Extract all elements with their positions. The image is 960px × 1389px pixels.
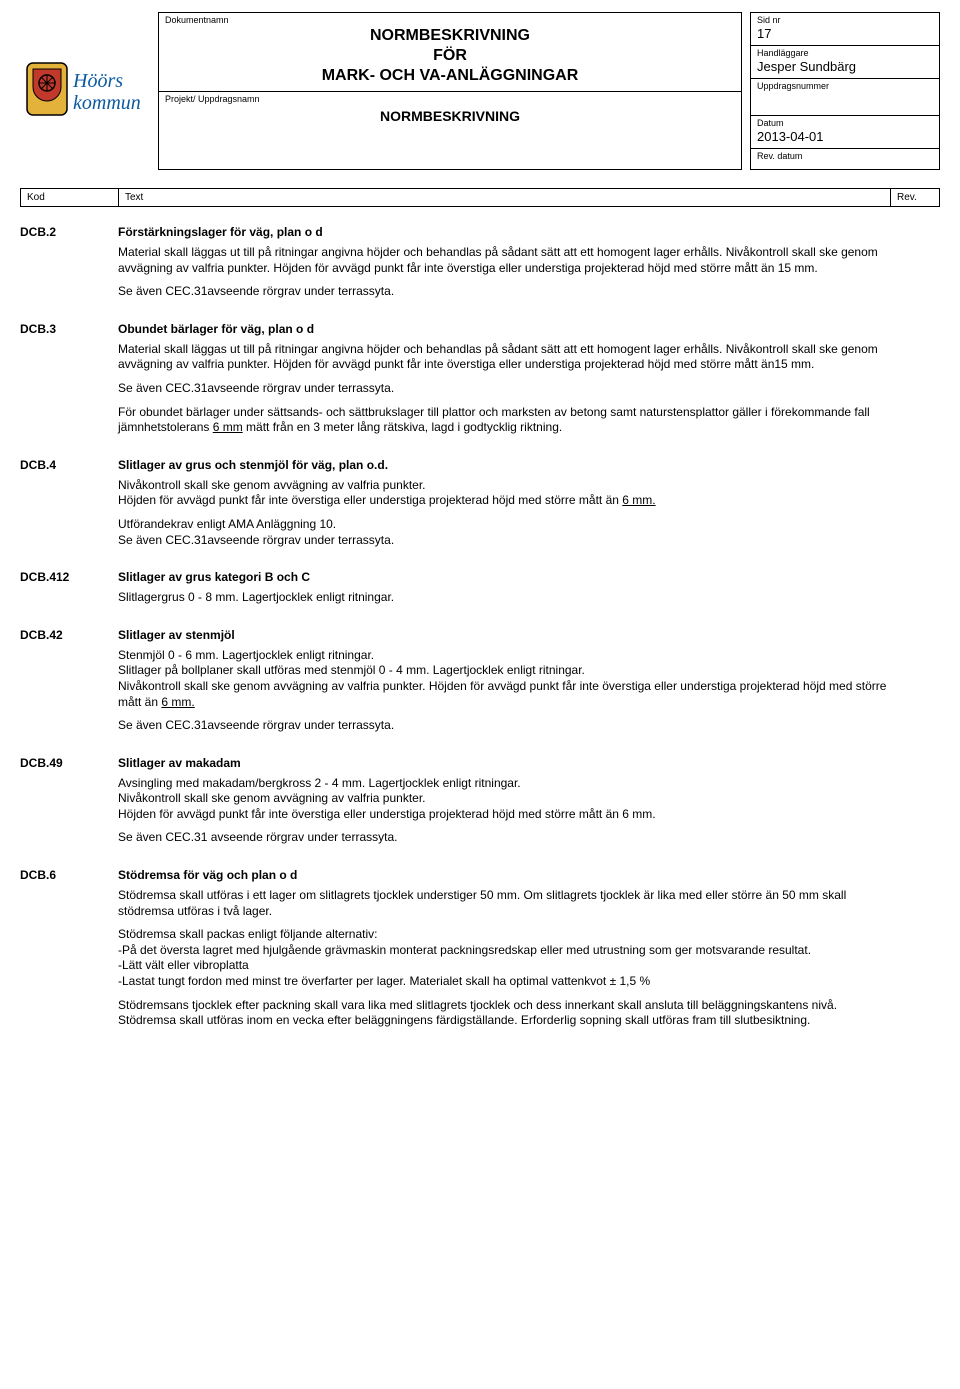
- header-center: Dokumentnamn NORMBESKRIVNING FÖR MARK- O…: [158, 12, 742, 170]
- col-rev: Rev.: [891, 189, 939, 206]
- dcb6-p1: Stödremsa skall utföras i ett lager om s…: [118, 888, 892, 919]
- sidnr-cell: Sid nr 17: [750, 12, 940, 46]
- logo-text-bottom: kommun: [73, 92, 141, 114]
- dcb2-p1: Material skall läggas ut till på ritning…: [118, 245, 892, 276]
- dcb6-p2: Stödremsa skall packas enligt följande a…: [118, 927, 892, 943]
- sidnr-label: Sid nr: [757, 15, 933, 25]
- entry-dcb6: DCB.6 Stödremsa för väg och plan o d Stö…: [20, 868, 940, 1037]
- kod-dcb6: DCB.6: [20, 868, 118, 1037]
- uppdragsnummer-label: Uppdragsnummer: [757, 81, 933, 91]
- hoors-kommun-logo-icon: Höörs kommun: [25, 59, 145, 123]
- header-right: Sid nr 17 Handläggare Jesper Sundbärg Up…: [750, 12, 940, 170]
- subtitle: NORMBESKRIVNING: [165, 108, 735, 124]
- entry-dcb3: DCB.3 Obundet bärlager för väg, plan o d…: [20, 322, 940, 444]
- dcb3-p3b: mätt från en 3 meter lång rätskiva, lagd…: [243, 420, 562, 434]
- dcb6-p4: -Lätt vält eller vibroplatta: [118, 958, 892, 974]
- datum-cell: Datum 2013-04-01: [750, 115, 940, 149]
- dcb3-p1: Material skall läggas ut till på ritning…: [118, 342, 892, 373]
- dcb4-p1: Nivåkontroll skall ske genom avvägning a…: [118, 478, 892, 494]
- dcb2-p2: Se även CEC.31avseende rörgrav under ter…: [118, 284, 892, 300]
- dokumentnamn-label: Dokumentnamn: [165, 15, 735, 25]
- uppdragsnummer-cell: Uppdragsnummer: [750, 78, 940, 116]
- col-kod: Kod: [21, 189, 119, 206]
- revdatum-cell: Rev. datum: [750, 148, 940, 170]
- col-text: Text: [119, 189, 891, 206]
- handlaggare-cell: Handläggare Jesper Sundbärg: [750, 45, 940, 79]
- dcb4-p4: Se även CEC.31avseende rörgrav under ter…: [118, 533, 892, 549]
- heading-dcb42: Slitlager av stenmjöl: [118, 628, 892, 642]
- dcb3-p3: För obundet bärlager under sättsands- oc…: [118, 405, 892, 436]
- dcb6-p6: Stödremsans tjocklek efter packning skal…: [118, 998, 892, 1029]
- heading-dcb49: Slitlager av makadam: [118, 756, 892, 770]
- kod-dcb4: DCB.4: [20, 458, 118, 556]
- title-line3: MARK- OCH VA-ANLÄGGNINGAR: [165, 67, 735, 85]
- dcb42-p4: Se även CEC.31avseende rörgrav under ter…: [118, 718, 892, 734]
- dcb42-p3u: 6 mm.: [161, 695, 194, 709]
- logo: Höörs kommun: [20, 12, 150, 170]
- kod-dcb3: DCB.3: [20, 322, 118, 444]
- kod-dcb49: DCB.49: [20, 756, 118, 854]
- header-project-block: Projekt/ Uppdragsnamn NORMBESKRIVNING: [159, 92, 741, 169]
- handlaggare-value: Jesper Sundbärg: [757, 59, 933, 74]
- body-dcb6: Stödremsa för väg och plan o d Stödremsa…: [118, 868, 940, 1037]
- heading-dcb412: Slitlager av grus kategori B och C: [118, 570, 892, 584]
- kod-dcb42: DCB.42: [20, 628, 118, 742]
- entry-dcb2: DCB.2 Förstärkningslager för väg, plan o…: [20, 225, 940, 308]
- heading-dcb3: Obundet bärlager för väg, plan o d: [118, 322, 892, 336]
- dcb49-p4: Se även CEC.31 avseende rörgrav under te…: [118, 830, 892, 846]
- entry-dcb49: DCB.49 Slitlager av makadam Avsingling m…: [20, 756, 940, 854]
- content: DCB.2 Förstärkningslager för väg, plan o…: [20, 225, 940, 1037]
- dcb6-p5: -Lastat tungt fordon med minst tre överf…: [118, 974, 892, 990]
- kod-dcb2: DCB.2: [20, 225, 118, 308]
- sidnr-value: 17: [757, 26, 933, 41]
- dcb42-p2: Slitlager på bollplaner skall utföras me…: [118, 663, 892, 679]
- header-title-block: Dokumentnamn NORMBESKRIVNING FÖR MARK- O…: [159, 13, 741, 92]
- entry-dcb42: DCB.42 Slitlager av stenmjöl Stenmjöl 0 …: [20, 628, 940, 742]
- dcb4-p2u: 6 mm.: [622, 493, 655, 507]
- title-line2: FÖR: [165, 47, 735, 65]
- dcb6-p3: -På det översta lagret med hjulgående gr…: [118, 943, 892, 959]
- dcb49-p2: Nivåkontroll skall ske genom avvägning a…: [118, 791, 892, 807]
- heading-dcb6: Stödremsa för väg och plan o d: [118, 868, 892, 882]
- dcb4-p2a: Höjden för avvägd punkt får inte översti…: [118, 493, 622, 507]
- dcb42-p1: Stenmjöl 0 - 6 mm. Lagertjocklek enligt …: [118, 648, 892, 664]
- document-header: Höörs kommun Dokumentnamn NORMBESKRIVNIN…: [20, 12, 940, 170]
- body-dcb3: Obundet bärlager för väg, plan o d Mater…: [118, 322, 940, 444]
- body-dcb412: Slitlager av grus kategori B och C Slitl…: [118, 570, 940, 614]
- title-line1: NORMBESKRIVNING: [165, 27, 735, 45]
- body-dcb2: Förstärkningslager för väg, plan o d Mat…: [118, 225, 940, 308]
- column-headers: Kod Text Rev.: [20, 188, 940, 207]
- body-dcb49: Slitlager av makadam Avsingling med maka…: [118, 756, 940, 854]
- body-dcb42: Slitlager av stenmjöl Stenmjöl 0 - 6 mm.…: [118, 628, 940, 742]
- heading-dcb4: Slitlager av grus och stenmjöl för väg, …: [118, 458, 892, 472]
- dcb3-p2: Se även CEC.31avseende rörgrav under ter…: [118, 381, 892, 397]
- revdatum-label: Rev. datum: [757, 151, 933, 161]
- datum-value: 2013-04-01: [757, 129, 933, 144]
- entry-dcb412: DCB.412 Slitlager av grus kategori B och…: [20, 570, 940, 614]
- dcb42-p3a: Nivåkontroll skall ske genom avvägning a…: [118, 679, 886, 709]
- dcb412-p1: Slitlagergrus 0 - 8 mm. Lagertjocklek en…: [118, 590, 892, 606]
- dcb49-p1: Avsingling med makadam/bergkross 2 - 4 m…: [118, 776, 892, 792]
- datum-label: Datum: [757, 118, 933, 128]
- dcb42-p3: Nivåkontroll skall ske genom avvägning a…: [118, 679, 892, 710]
- kod-dcb412: DCB.412: [20, 570, 118, 614]
- dcb49-p3: Höjden för avvägd punkt får inte översti…: [118, 807, 892, 823]
- dcb4-p3: Utförandekrav enligt AMA Anläggning 10.: [118, 517, 892, 533]
- dcb4-p2: Höjden för avvägd punkt får inte översti…: [118, 493, 892, 509]
- logo-text-top: Höörs: [72, 70, 123, 92]
- projekt-label: Projekt/ Uppdragsnamn: [165, 94, 735, 104]
- body-dcb4: Slitlager av grus och stenmjöl för väg, …: [118, 458, 940, 556]
- handlaggare-label: Handläggare: [757, 48, 933, 58]
- heading-dcb2: Förstärkningslager för väg, plan o d: [118, 225, 892, 239]
- dcb3-p3u: 6 mm: [213, 420, 243, 434]
- entry-dcb4: DCB.4 Slitlager av grus och stenmjöl för…: [20, 458, 940, 556]
